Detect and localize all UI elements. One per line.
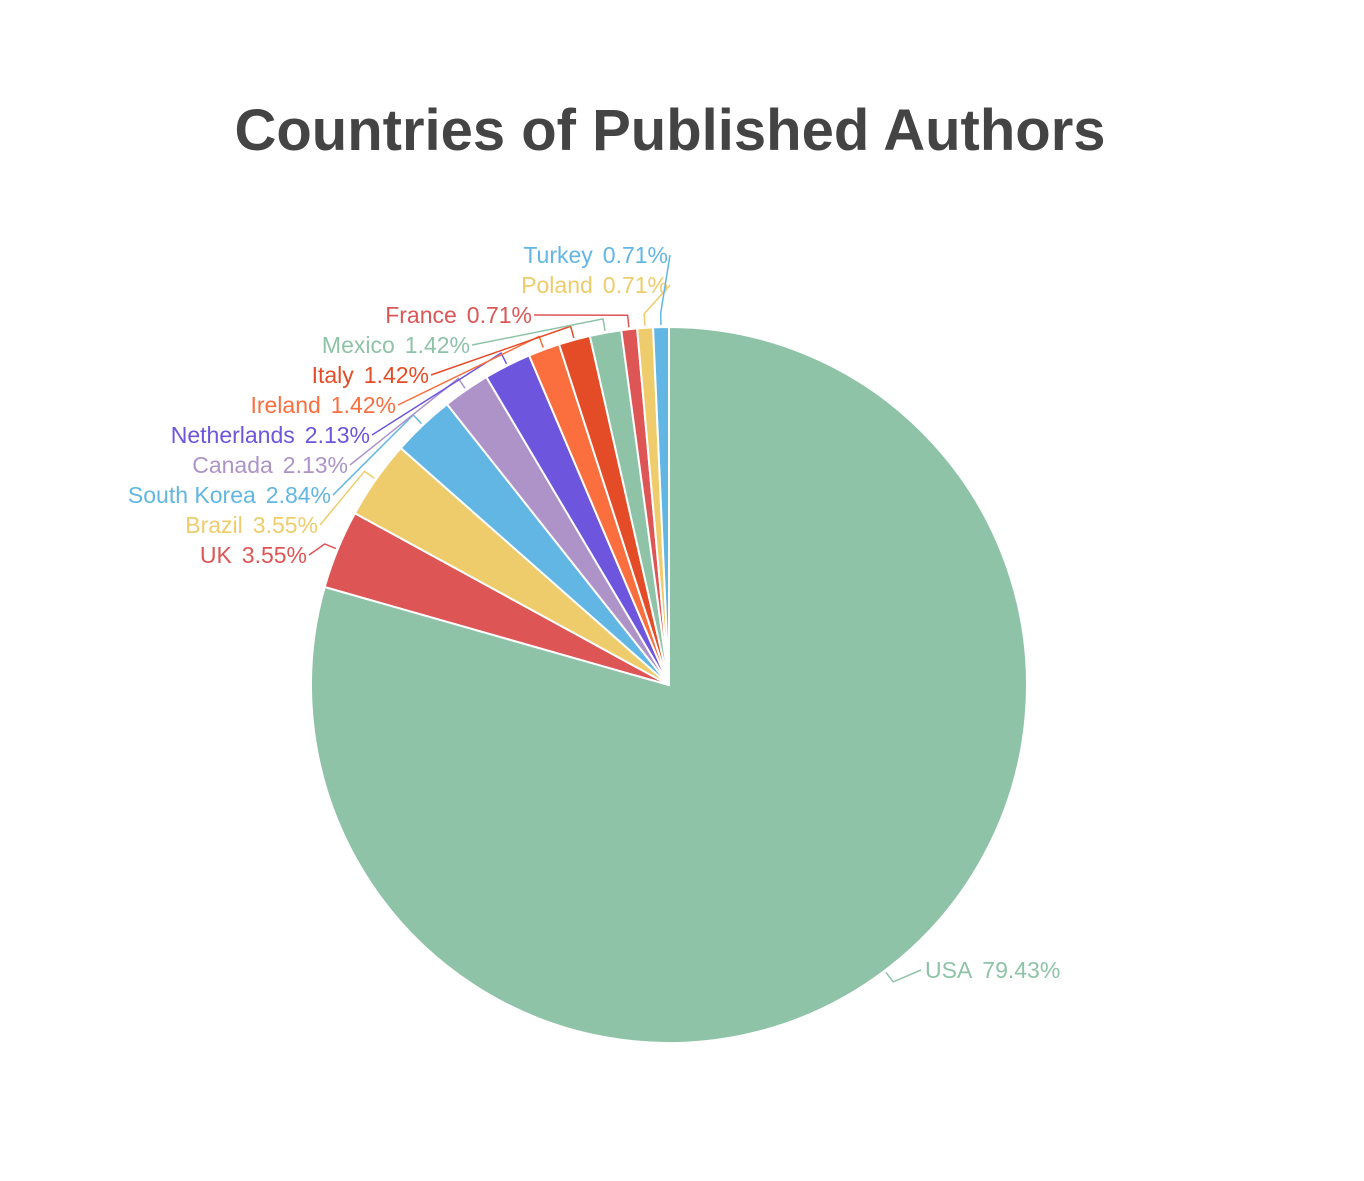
leader-line — [659, 254, 671, 326]
data-label: Canada 2.13% — [192, 452, 348, 478]
chart-title: Countries of Published Authors — [234, 98, 1105, 163]
label-value: 3.55% — [242, 542, 307, 568]
label-name: Poland — [521, 272, 593, 298]
label-value: 0.71% — [467, 302, 532, 328]
label-value: 0.71% — [603, 242, 668, 268]
leader-line — [397, 335, 544, 406]
label-name: Brazil — [185, 512, 243, 538]
label-value: 0.71% — [603, 272, 668, 298]
data-label: France 0.71% — [385, 302, 532, 328]
leader-line — [471, 318, 606, 346]
label-value: 2.13% — [283, 452, 348, 478]
label-value: 2.13% — [305, 422, 370, 448]
data-label: Mexico 1.42% — [322, 332, 470, 358]
label-value: 1.42% — [364, 362, 429, 388]
label-name: Mexico — [322, 332, 395, 358]
label-name: Canada — [192, 452, 273, 478]
label-name: South Korea — [128, 482, 256, 508]
label-name: Turkey — [523, 242, 593, 268]
leader-line — [430, 325, 575, 376]
label-name: Italy — [312, 362, 355, 388]
data-label: Poland 0.71% — [521, 272, 668, 298]
label-value: 1.42% — [331, 392, 396, 418]
data-label: USA 79.43% — [925, 957, 1060, 983]
label-name: Netherlands — [171, 422, 295, 448]
label-value: 3.55% — [253, 512, 318, 538]
label-value: 79.43% — [982, 957, 1060, 983]
label-value: 2.84% — [266, 482, 331, 508]
data-label: Turkey 0.71% — [523, 242, 668, 268]
data-label: Ireland 1.42% — [250, 392, 396, 418]
label-name: France — [385, 302, 457, 328]
leader-line — [885, 969, 922, 983]
leader-line — [349, 377, 466, 466]
label-name: UK — [200, 542, 233, 568]
leader-line — [319, 470, 375, 526]
leader-line — [533, 314, 630, 328]
leader-line — [643, 284, 671, 326]
data-label: South Korea 2.84% — [128, 482, 331, 508]
label-name: USA — [925, 957, 973, 983]
pie-slice — [651, 325, 670, 686]
data-label: Brazil 3.55% — [185, 512, 318, 538]
label-name: Ireland — [250, 392, 320, 418]
leader-line — [308, 543, 337, 556]
data-label: UK 3.55% — [200, 542, 307, 568]
data-label: Italy 1.42% — [312, 362, 429, 388]
data-label: Netherlands 2.13% — [171, 422, 370, 448]
leader-line — [371, 351, 508, 436]
label-value: 1.42% — [405, 332, 470, 358]
